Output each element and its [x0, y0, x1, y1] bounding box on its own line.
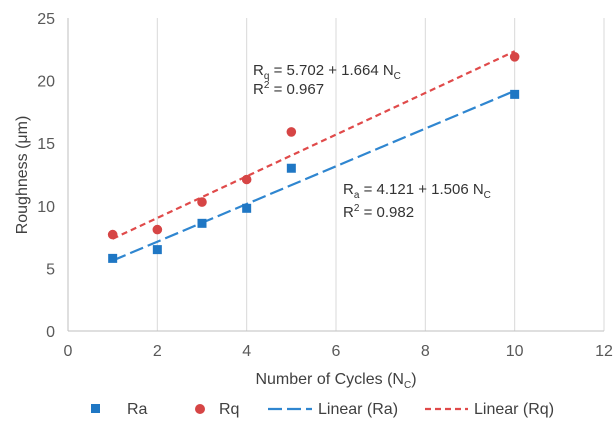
ra-point — [510, 89, 520, 99]
x-tick-label: 12 — [595, 343, 613, 360]
ra-point — [152, 245, 162, 255]
y-tick-label: 15 — [37, 136, 55, 153]
y-tick-label: 10 — [37, 199, 55, 216]
legend-linear-rq-label: Linear (Rq) — [474, 401, 554, 418]
legend-ra-label: Ra — [127, 401, 148, 418]
x-axis-title: Number of Cycles (NC) — [255, 371, 416, 391]
ra-point — [197, 218, 207, 228]
rq-point — [286, 127, 297, 137]
svg-text:R2 = 0.967: R2 = 0.967 — [253, 80, 324, 98]
legend-ra-marker — [91, 404, 100, 413]
x-tick-label: 8 — [421, 343, 430, 360]
rq-point — [107, 229, 118, 240]
legend-rq-label: Rq — [219, 401, 239, 418]
y-tick-label: 5 — [46, 261, 55, 278]
x-tick-label: 0 — [64, 343, 73, 360]
ra-point — [286, 163, 296, 173]
ra-equation: Ra = 4.121 + 1.506 NC R2 = 0.982 — [343, 181, 491, 221]
tick-labels: 0 2 4 6 8 10 12 0 5 10 15 20 25 — [37, 11, 613, 360]
y-tick-label: 20 — [37, 74, 55, 91]
x-tick-label: 6 — [332, 343, 341, 360]
svg-text:Rq = 5.702 + 1.664 NC: Rq = 5.702 + 1.664 NC — [253, 62, 401, 82]
legend: Ra Rq Linear (Ra) Linear (Rq) — [91, 401, 554, 418]
y-tick-label: 0 — [46, 324, 55, 341]
rq-point — [197, 197, 207, 207]
legend-rq-marker — [195, 404, 205, 414]
svg-text:R2 = 0.982: R2 = 0.982 — [343, 203, 414, 221]
rq-point — [241, 174, 252, 185]
data-points — [107, 52, 520, 263]
trendlines — [112, 50, 516, 262]
rq-point — [152, 224, 163, 235]
y-tick-label: 25 — [37, 11, 55, 28]
axes — [67, 18, 604, 332]
legend-linear-ra-label: Linear (Ra) — [318, 401, 398, 418]
trendline-rq — [112, 50, 516, 240]
ra-point — [242, 203, 252, 213]
y-axis-title: Roughness (μm) — [14, 116, 31, 235]
grid-lines — [156, 18, 605, 331]
ra-point — [108, 253, 118, 263]
x-tick-label: 10 — [506, 343, 524, 360]
x-tick-label: 2 — [153, 343, 162, 360]
svg-text:Ra = 4.121 + 1.506 NC: Ra = 4.121 + 1.506 NC — [343, 181, 491, 201]
trendline-ra — [112, 89, 516, 262]
x-tick-label: 4 — [242, 343, 251, 360]
rq-equation: Rq = 5.702 + 1.664 NC R2 = 0.967 — [253, 62, 401, 98]
rq-point — [509, 52, 520, 62]
